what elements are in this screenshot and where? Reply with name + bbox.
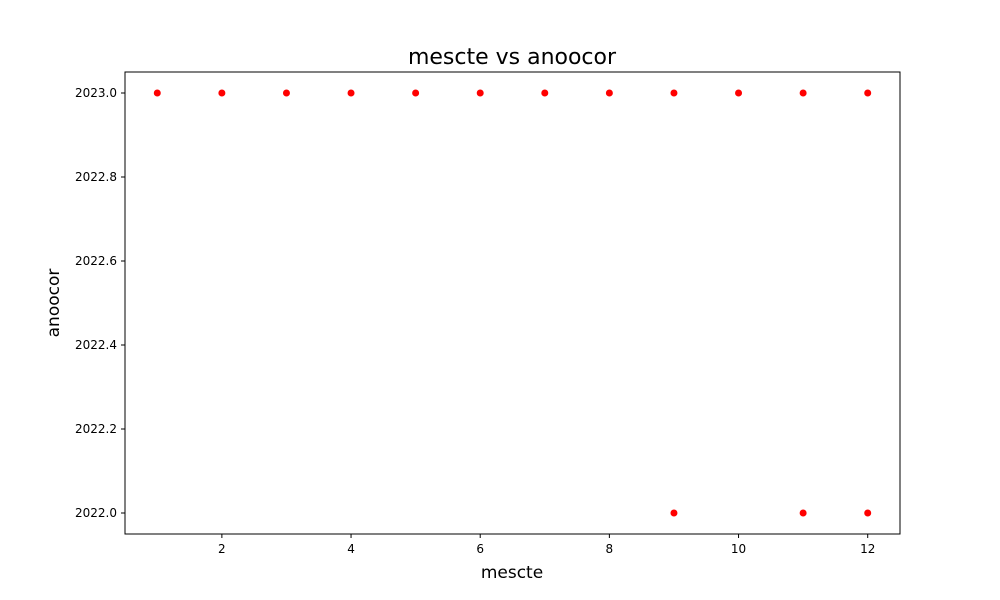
plot-frame [124,71,901,535]
data-point [864,509,872,517]
data-point [541,89,549,97]
data-point [670,89,678,97]
data-point [799,89,807,97]
x-tick-label: 4 [347,542,355,556]
y-tick-label: 2023.0 [75,86,117,100]
data-points [153,89,872,517]
data-point [153,89,161,97]
data-point [605,89,613,97]
y-axis-ticks: 2022.0 2022.2 2022.4 2022.6 2022.8 2023.0 [75,86,125,520]
data-point [735,89,743,97]
y-axis-label: anoocor [44,269,64,338]
y-tick-label: 2022.0 [75,506,117,520]
data-point [864,89,872,97]
y-tick-label: 2022.8 [75,170,117,184]
data-point [799,509,807,517]
data-point [347,89,355,97]
plot-area [124,71,901,535]
data-point [282,89,290,97]
x-tick-label: 10 [731,542,746,556]
y-tick-label: 2022.4 [75,338,117,352]
y-tick-label: 2022.2 [75,422,117,436]
data-point [670,509,678,517]
x-tick-label: 6 [476,542,484,556]
x-axis-label: mescte [481,563,543,583]
y-tick-label: 2022.6 [75,254,117,268]
data-point [412,89,420,97]
x-tick-label: 8 [606,542,614,556]
data-point [476,89,484,97]
chart-title: mescte vs anoocor [408,45,617,70]
data-point [218,89,226,97]
x-tick-label: 12 [860,542,875,556]
x-tick-label: 2 [218,542,226,556]
x-axis-ticks: 2 4 6 8 10 12 [218,534,875,556]
